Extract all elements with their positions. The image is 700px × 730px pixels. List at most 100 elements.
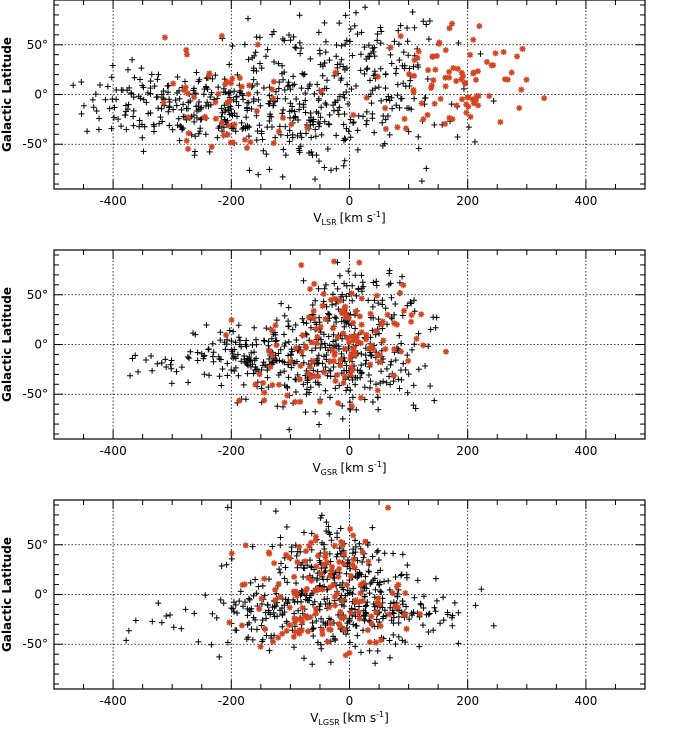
data-point-plus bbox=[182, 606, 189, 613]
data-point-plus bbox=[455, 609, 462, 616]
data-point-star bbox=[315, 552, 322, 559]
data-point-star bbox=[472, 76, 479, 83]
data-point-plus bbox=[282, 152, 289, 159]
data-point-plus bbox=[394, 92, 401, 99]
data-point-plus bbox=[352, 606, 359, 613]
x-axis-label: VGSR [km s-1] bbox=[312, 460, 386, 477]
data-point-plus bbox=[417, 600, 424, 607]
data-point-plus bbox=[173, 102, 180, 109]
data-point-plus bbox=[218, 105, 225, 112]
data-point-plus bbox=[315, 95, 322, 102]
data-point-star bbox=[296, 376, 303, 383]
data-point-star bbox=[322, 316, 329, 323]
data-point-plus bbox=[206, 372, 213, 379]
data-point-star bbox=[314, 333, 321, 340]
data-point-plus bbox=[392, 70, 399, 77]
data-point-star bbox=[357, 590, 364, 597]
data-point-plus bbox=[297, 130, 304, 137]
data-point-plus bbox=[265, 607, 272, 614]
data-point-plus bbox=[412, 405, 419, 412]
data-point-star bbox=[346, 339, 353, 346]
data-point-plus bbox=[371, 297, 378, 304]
data-point-plus bbox=[226, 327, 233, 334]
data-point-plus bbox=[321, 285, 328, 292]
data-point-plus bbox=[216, 653, 223, 660]
data-point-star bbox=[370, 345, 377, 352]
data-point-star bbox=[374, 73, 381, 80]
data-point-plus bbox=[318, 104, 325, 111]
y-tick-label: 50° bbox=[27, 288, 48, 302]
data-point-plus bbox=[318, 512, 325, 519]
data-point-plus bbox=[130, 113, 137, 120]
data-point-star bbox=[344, 335, 351, 342]
data-point-plus bbox=[316, 557, 323, 564]
data-point-plus bbox=[334, 107, 341, 114]
data-point-plus bbox=[313, 618, 320, 625]
data-point-plus bbox=[337, 61, 344, 68]
data-point-plus bbox=[318, 131, 325, 138]
data-point-star bbox=[339, 597, 346, 604]
data-point-plus bbox=[293, 552, 300, 559]
data-point-plus bbox=[389, 105, 396, 112]
data-point-plus bbox=[354, 374, 361, 381]
x-tick-label: -200 bbox=[218, 194, 245, 208]
data-point-star bbox=[319, 631, 326, 638]
data-point-plus bbox=[402, 367, 409, 374]
data-point-star bbox=[215, 90, 222, 97]
data-point-plus bbox=[490, 97, 497, 104]
data-point-star bbox=[360, 579, 367, 586]
data-point-star bbox=[351, 349, 358, 356]
data-point-plus bbox=[242, 599, 249, 606]
data-point-plus bbox=[304, 386, 311, 393]
data-point-plus bbox=[354, 632, 361, 639]
data-point-star bbox=[435, 40, 442, 47]
data-point-star bbox=[337, 356, 344, 363]
data-point-star bbox=[373, 609, 380, 616]
data-point-star bbox=[442, 47, 449, 54]
data-point-star bbox=[346, 649, 353, 656]
data-point-plus bbox=[399, 312, 406, 319]
data-point-plus bbox=[331, 280, 338, 287]
data-point-plus bbox=[253, 68, 260, 75]
y-tick-label: -50° bbox=[22, 387, 48, 401]
data-point-plus bbox=[277, 346, 284, 353]
data-point-plus bbox=[253, 336, 260, 343]
data-point-plus bbox=[400, 49, 407, 56]
data-point-star bbox=[322, 554, 329, 561]
data-point-plus bbox=[363, 121, 370, 128]
data-point-plus bbox=[311, 90, 318, 97]
data-point-plus bbox=[170, 624, 177, 631]
data-point-star bbox=[212, 115, 219, 122]
data-point-plus bbox=[176, 87, 183, 94]
data-point-plus bbox=[327, 659, 334, 666]
data-point-plus bbox=[296, 12, 303, 19]
data-point-plus bbox=[307, 324, 314, 331]
data-point-star bbox=[350, 556, 357, 563]
data-point-star bbox=[340, 379, 347, 386]
data-point-plus bbox=[431, 397, 438, 404]
data-point-plus bbox=[131, 74, 138, 81]
data-point-star bbox=[403, 125, 410, 132]
data-point-plus bbox=[302, 97, 309, 104]
data-point-plus bbox=[193, 69, 200, 76]
data-point-star bbox=[254, 41, 261, 48]
data-point-star bbox=[415, 48, 422, 55]
data-point-plus bbox=[258, 65, 265, 72]
data-point-star bbox=[449, 116, 456, 123]
data-point-star bbox=[358, 321, 365, 328]
data-point-plus bbox=[336, 545, 343, 552]
data-point-plus bbox=[386, 637, 393, 644]
data-point-plus bbox=[359, 558, 366, 565]
data-point-plus bbox=[405, 128, 412, 135]
data-point-plus bbox=[201, 352, 208, 359]
data-point-plus bbox=[375, 547, 382, 554]
data-point-plus bbox=[408, 106, 415, 113]
data-point-plus bbox=[289, 326, 296, 333]
data-point-star bbox=[343, 581, 350, 588]
data-point-plus bbox=[455, 640, 462, 647]
x-tick-labels: -400 -200 0 200 400 bbox=[99, 444, 597, 458]
data-point-star bbox=[302, 612, 309, 619]
data-point-plus bbox=[322, 344, 329, 351]
data-point-star bbox=[492, 50, 499, 57]
data-point-plus bbox=[201, 371, 208, 378]
